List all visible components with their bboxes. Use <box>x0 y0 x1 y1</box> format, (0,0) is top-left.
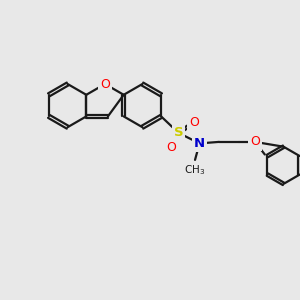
Text: O: O <box>250 135 260 148</box>
Text: O: O <box>189 116 199 129</box>
Text: N: N <box>194 137 205 150</box>
Text: S: S <box>174 126 183 140</box>
Text: CH$_3$: CH$_3$ <box>184 164 206 177</box>
Text: O: O <box>166 141 176 154</box>
Text: O: O <box>100 77 110 91</box>
